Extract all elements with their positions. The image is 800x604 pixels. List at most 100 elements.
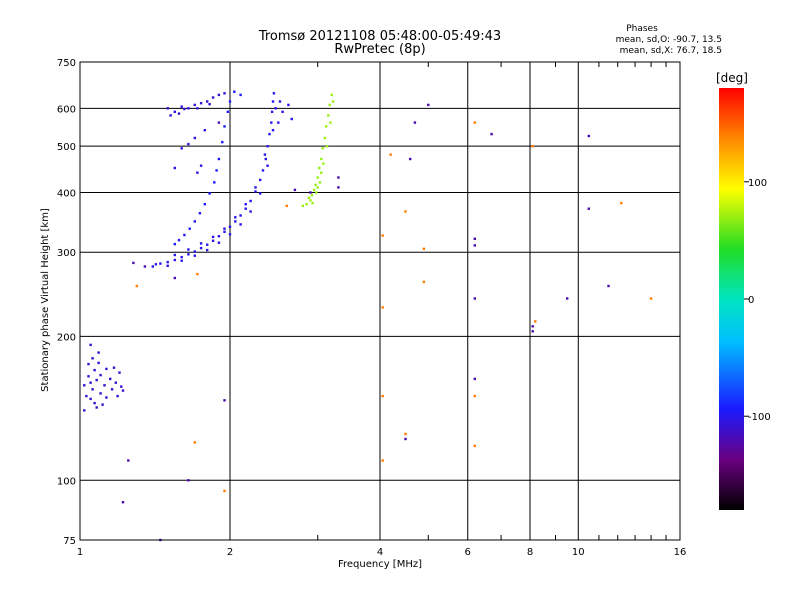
- data-point: [409, 157, 412, 161]
- data-point: [151, 265, 154, 268]
- data-point: [389, 153, 392, 156]
- data-point: [285, 204, 288, 208]
- data-point: [239, 214, 242, 217]
- data-point: [473, 121, 476, 124]
- data-point: [116, 394, 119, 398]
- y-tick-label: 75: [63, 536, 76, 547]
- data-point: [180, 147, 183, 150]
- chart-subtitle: RwPretec (8p): [334, 42, 425, 57]
- data-point: [328, 103, 331, 107]
- data-point: [473, 237, 476, 240]
- data-point: [422, 280, 426, 284]
- data-point: [381, 459, 384, 462]
- data-point: [473, 394, 476, 398]
- data-point: [91, 388, 94, 391]
- data-point: [95, 378, 98, 382]
- data-point: [268, 132, 271, 136]
- data-point: [239, 223, 242, 226]
- data-point: [196, 107, 199, 110]
- data-point: [206, 248, 209, 252]
- data-point: [173, 253, 176, 257]
- data-point: [187, 479, 190, 482]
- x-tick-label: 16: [674, 547, 687, 558]
- data-point: [193, 250, 196, 253]
- grid-lines: [80, 62, 680, 540]
- data-point: [228, 225, 232, 228]
- data-point: [217, 93, 221, 97]
- data-point: [271, 129, 275, 132]
- data-point: [89, 381, 92, 384]
- data-point: [531, 330, 534, 333]
- data-point: [187, 253, 190, 256]
- y-tick-label: 750: [57, 58, 76, 69]
- data-point: [331, 100, 335, 103]
- data-point: [239, 93, 242, 97]
- data-point: [301, 204, 304, 208]
- data-point: [223, 92, 226, 95]
- data-point: [473, 377, 476, 381]
- data-point: [318, 166, 321, 170]
- data-point: [135, 284, 138, 288]
- data-point: [177, 238, 181, 242]
- data-point: [193, 254, 196, 257]
- data-point: [166, 264, 169, 267]
- data-point: [270, 121, 273, 124]
- data-point: [566, 297, 569, 300]
- data-point: [325, 125, 328, 128]
- data-point: [211, 235, 215, 239]
- y-tick-label: 200: [57, 332, 76, 343]
- data-point: [183, 107, 186, 111]
- data-point: [307, 196, 311, 199]
- data-point: [173, 276, 176, 280]
- data-point: [206, 100, 209, 103]
- data-point: [187, 142, 190, 146]
- data-point: [118, 371, 121, 374]
- colorbar-label: [deg]: [716, 71, 748, 85]
- y-axis-ticks: 75 100 200 300 400 500 600 750: [57, 58, 76, 547]
- data-point: [249, 210, 252, 213]
- data-point: [404, 210, 407, 213]
- data-point: [381, 234, 384, 237]
- data-point: [196, 171, 199, 174]
- data-point: [173, 242, 176, 246]
- data-point: [316, 186, 319, 189]
- x-tick-label: 1: [77, 547, 83, 558]
- data-point: [103, 384, 106, 387]
- data-point: [427, 103, 430, 107]
- data-point: [208, 103, 211, 106]
- data-point: [381, 394, 384, 398]
- data-point: [101, 403, 104, 406]
- data-point: [226, 110, 229, 113]
- data-point: [330, 93, 333, 97]
- colorbar-tick-label: -100: [748, 412, 771, 423]
- data-point: [281, 110, 284, 113]
- data-point: [244, 203, 247, 206]
- colorbar-tick-label: 0: [748, 295, 754, 306]
- data-points: [83, 90, 653, 542]
- data-point: [193, 136, 196, 140]
- data-point: [223, 125, 226, 128]
- data-point: [177, 112, 181, 115]
- data-point: [473, 244, 476, 247]
- x-tick-label: 2: [227, 547, 233, 558]
- data-point: [290, 117, 293, 121]
- data-point: [95, 406, 98, 409]
- data-point: [215, 169, 218, 172]
- data-point: [199, 164, 203, 167]
- data-point: [154, 263, 158, 266]
- x-tick-label: 4: [377, 547, 383, 558]
- data-point: [87, 375, 90, 378]
- data-point: [105, 396, 108, 399]
- data-point: [217, 235, 221, 238]
- data-point: [329, 121, 332, 124]
- data-point: [413, 121, 417, 124]
- data-point: [531, 145, 534, 148]
- data-point: [166, 260, 169, 264]
- data-point: [322, 162, 325, 165]
- data-point: [208, 192, 211, 195]
- data-point: [264, 157, 267, 161]
- data-point: [587, 207, 590, 210]
- data-point: [173, 110, 176, 113]
- data-point: [180, 255, 183, 259]
- data-point: [217, 121, 221, 124]
